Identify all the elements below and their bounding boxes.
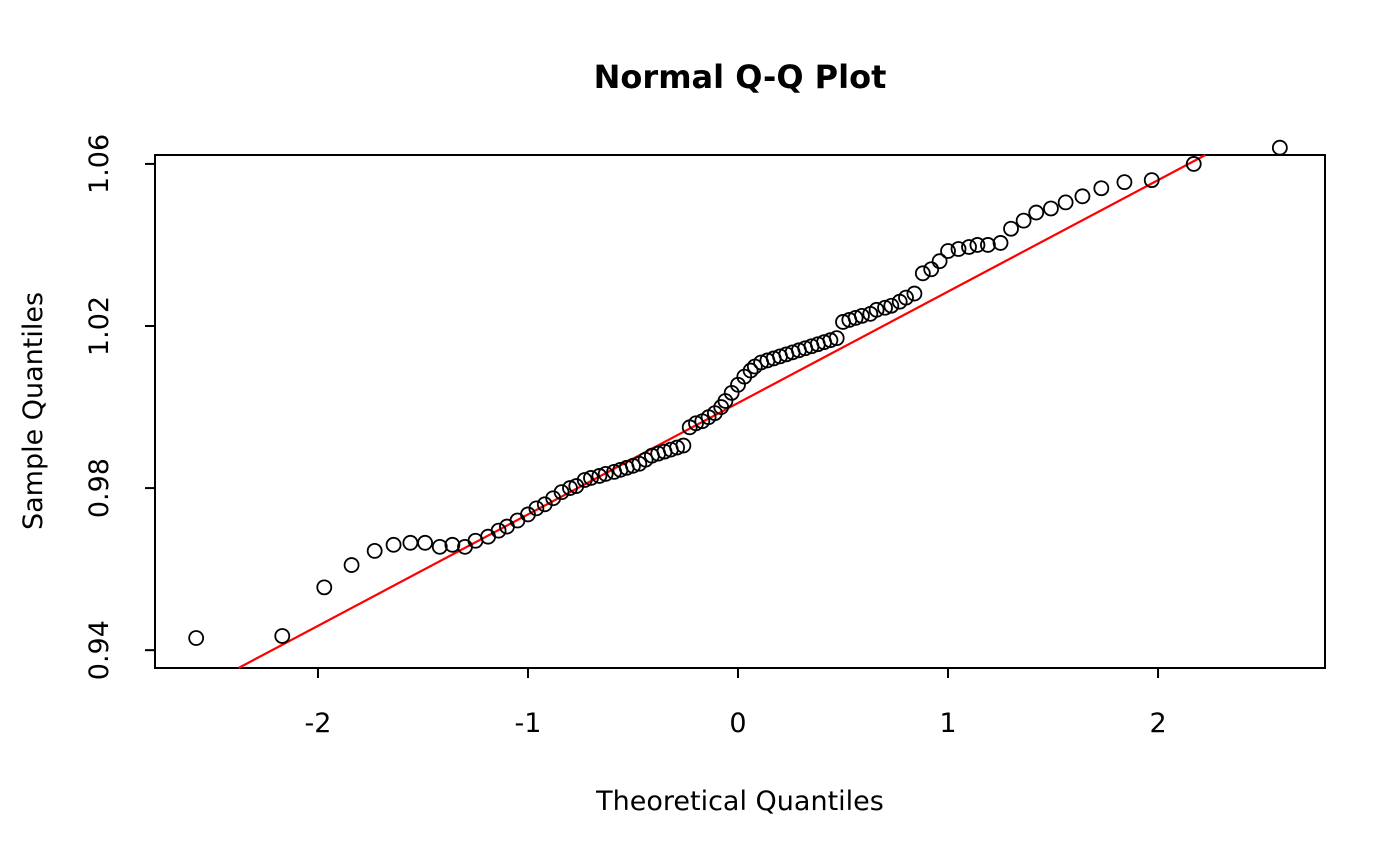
data-point [854, 307, 870, 324]
data-point [742, 362, 759, 379]
data-point [950, 241, 967, 257]
data-point [675, 437, 692, 454]
data-point [898, 289, 914, 306]
plot-box [154, 154, 1326, 669]
data-point [490, 522, 507, 539]
data-point [1185, 156, 1202, 172]
plot-area: -2 -1 0 1 2 0.94 0.98 1.02 1.06 [84, 134, 1326, 739]
data-point [1003, 220, 1019, 237]
data-point [940, 243, 956, 259]
data-point [847, 309, 864, 326]
data-point [274, 628, 291, 644]
data-point [992, 235, 1009, 251]
data-point [1015, 212, 1032, 229]
data-point [868, 301, 885, 318]
data-point [576, 472, 593, 488]
y-tick-label: 1.06 [84, 134, 115, 194]
data-point [906, 285, 923, 302]
x-tick-label: 2 [1149, 708, 1166, 739]
data-point [343, 557, 360, 573]
data-point [402, 534, 419, 551]
data-point [669, 439, 686, 456]
data-point [385, 536, 402, 553]
data-point [688, 415, 704, 432]
data-point [980, 237, 996, 253]
data-point [1057, 194, 1074, 211]
data-point [562, 480, 578, 496]
data-point [366, 542, 383, 559]
data-point [923, 261, 940, 278]
data-point [828, 330, 845, 347]
data-point [822, 332, 839, 349]
data-point [431, 538, 448, 555]
data-point [553, 484, 570, 501]
data-point [188, 630, 205, 646]
data-point [883, 297, 900, 314]
data-point [914, 265, 931, 282]
plot-title: Normal Q-Q Plot [594, 58, 887, 96]
x-tick-label: -1 [515, 708, 542, 739]
y-tick-label: 1.02 [84, 296, 115, 356]
data-point [591, 468, 608, 484]
x-tick-label: 1 [939, 708, 956, 739]
data-point [961, 239, 977, 255]
data-point [1093, 180, 1110, 197]
data-point [597, 466, 614, 482]
x-tick-label: 0 [729, 708, 746, 739]
x-tick-label: -2 [305, 708, 332, 739]
data-point [1043, 200, 1059, 217]
data-point [1271, 139, 1288, 156]
data-point [969, 237, 986, 253]
data-point [1028, 204, 1045, 221]
data-point [583, 470, 599, 486]
data-point [444, 536, 461, 553]
data-point [417, 534, 433, 551]
data-point [931, 253, 948, 270]
data-point [316, 579, 333, 596]
data-point [1116, 174, 1133, 191]
y-tick-label: 0.98 [84, 458, 115, 518]
data-point [528, 500, 545, 517]
data-point [1143, 172, 1160, 189]
y-axis-label: Sample Quantiles [18, 292, 49, 530]
y-tick-label: 0.94 [84, 620, 115, 680]
data-point [625, 457, 641, 474]
data-point [877, 299, 893, 316]
x-axis-label: Theoretical Quantiles [595, 786, 884, 817]
data-point [1074, 188, 1091, 205]
